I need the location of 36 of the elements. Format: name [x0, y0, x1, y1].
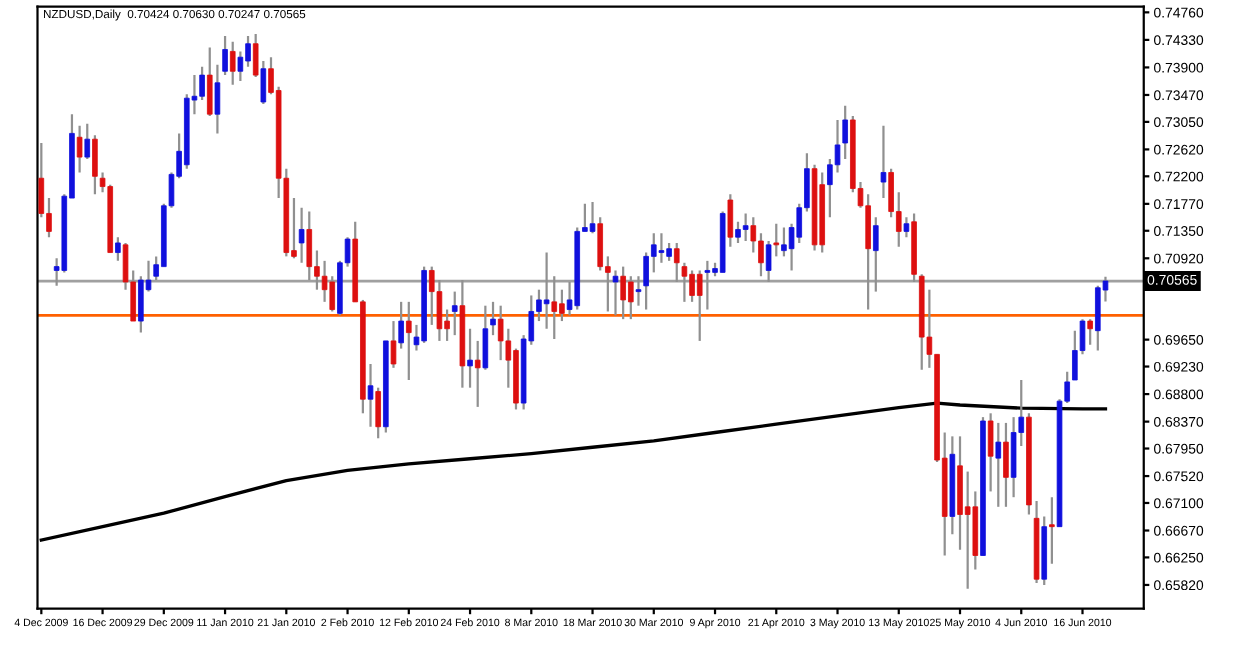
candlestick — [1095, 284, 1101, 352]
candlestick — [406, 300, 412, 382]
candlestick — [727, 193, 734, 248]
candlestick — [689, 269, 695, 303]
candlestick — [873, 216, 879, 293]
candlestick — [880, 124, 887, 200]
candlestick — [758, 232, 764, 278]
candlestick — [589, 200, 596, 235]
candlestick — [964, 470, 971, 590]
candlestick — [658, 232, 665, 264]
candlestick — [1003, 421, 1009, 508]
candlestick — [306, 210, 313, 282]
candlestick — [321, 259, 328, 303]
candlestick — [1087, 318, 1093, 346]
candlestick — [229, 40, 236, 86]
candlestick — [237, 50, 244, 82]
candlestick — [903, 216, 910, 239]
candlestick — [643, 251, 649, 311]
candlestick — [92, 134, 98, 196]
candlestick — [76, 124, 83, 174]
candlestick — [673, 241, 680, 284]
candlestick — [245, 34, 251, 68]
candlestick — [735, 220, 741, 245]
candlestick — [84, 122, 91, 161]
candlestick — [742, 212, 749, 243]
candlestick — [451, 290, 458, 337]
candlestick — [490, 300, 496, 337]
candlestick — [620, 265, 626, 321]
candlestick — [298, 206, 305, 264]
candlestick — [559, 288, 565, 323]
candlestick — [474, 339, 481, 408]
candlestick — [696, 269, 703, 343]
candlestick — [467, 327, 473, 389]
candlestick — [995, 421, 1002, 508]
candlestick — [628, 275, 634, 321]
candlestick — [1049, 496, 1055, 565]
